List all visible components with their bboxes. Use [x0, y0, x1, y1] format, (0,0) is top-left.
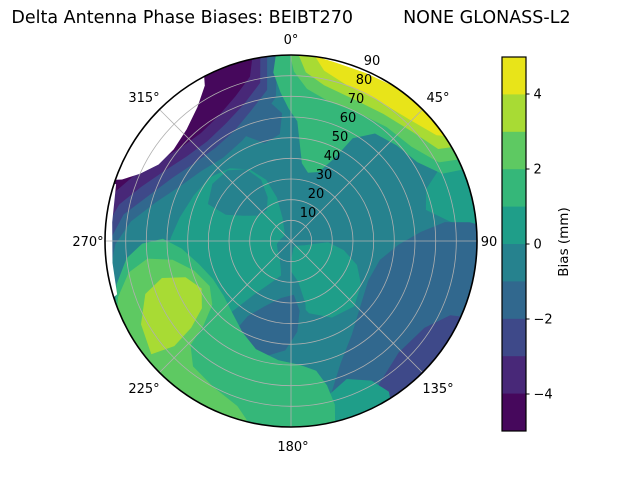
theta-gridline [159, 109, 292, 242]
r-tick-label: 80 [356, 73, 373, 88]
theta-tick-label: 270° [72, 235, 103, 250]
colorbar-label: Bias (mm) [556, 207, 572, 276]
colorbar-band [502, 206, 526, 245]
contour-region [207, 169, 268, 216]
theta-tick-label: 0° [284, 33, 299, 48]
colorbar-tick-label: 4 [534, 88, 542, 103]
r-tick-label: 60 [340, 111, 357, 126]
r-tick-labels: 10 20 30 40 50 60 70 80 90 [300, 54, 381, 221]
theta-tick-label: 90 [481, 235, 498, 250]
r-tick-label: 50 [332, 130, 349, 145]
polar-axis-outline [104, 54, 478, 428]
theta-tick-label: 180° [277, 440, 308, 455]
colorbar-band [502, 393, 526, 432]
theta-gridline [159, 240, 292, 373]
colorbar: 4 2 0 −2 −4 Bias (mm) [501, 56, 572, 432]
colorbar-band [502, 244, 526, 282]
contour-region [308, 55, 458, 137]
colorbar-band [502, 169, 526, 208]
colorbar-band [502, 356, 526, 395]
contour-region [105, 180, 118, 305]
colorbar-swatches [502, 57, 526, 432]
colorbar-band [502, 318, 526, 357]
contour-region [141, 277, 202, 355]
theta-tick-label: 45° [426, 91, 449, 106]
r-tick-label: 20 [308, 187, 325, 202]
colorbar-band [502, 57, 526, 95]
r-tick-label: 70 [348, 92, 365, 107]
contour-region [234, 294, 300, 358]
colorbar-band [502, 131, 526, 170]
figure-title: Delta Antenna Phase Biases: BEIBT270 NON… [11, 8, 570, 28]
colorbar-band [502, 94, 526, 133]
theta-tick-label: 315° [128, 91, 159, 106]
colorbar-band [502, 281, 526, 320]
colorbar-tick-label: 2 [534, 163, 542, 178]
theta-gridline [290, 109, 423, 242]
colorbar-tick-label: 0 [534, 238, 542, 253]
theta-tick-labels: 0° 45° 90 135° 180° 225° 270° 315° [72, 33, 497, 455]
colorbar-ticks: 4 2 0 −2 −4 [526, 88, 553, 403]
r-tick-label: 90 [364, 54, 381, 69]
contour-region [329, 222, 477, 427]
r-tick-label: 40 [324, 149, 341, 164]
theta-gridline [290, 240, 423, 373]
r-tick-label: 10 [300, 206, 317, 221]
colorbar-tick-label: −4 [534, 388, 553, 403]
contour-region [105, 69, 205, 181]
polar-grid [104, 54, 478, 428]
contour-region [290, 242, 362, 318]
contour-region [366, 315, 472, 415]
contour-region [105, 55, 254, 269]
theta-tick-label: 135° [422, 382, 453, 397]
theta-tick-label: 225° [128, 382, 159, 397]
r-tick-label: 30 [316, 168, 333, 183]
colorbar-tick-label: −2 [534, 313, 553, 328]
